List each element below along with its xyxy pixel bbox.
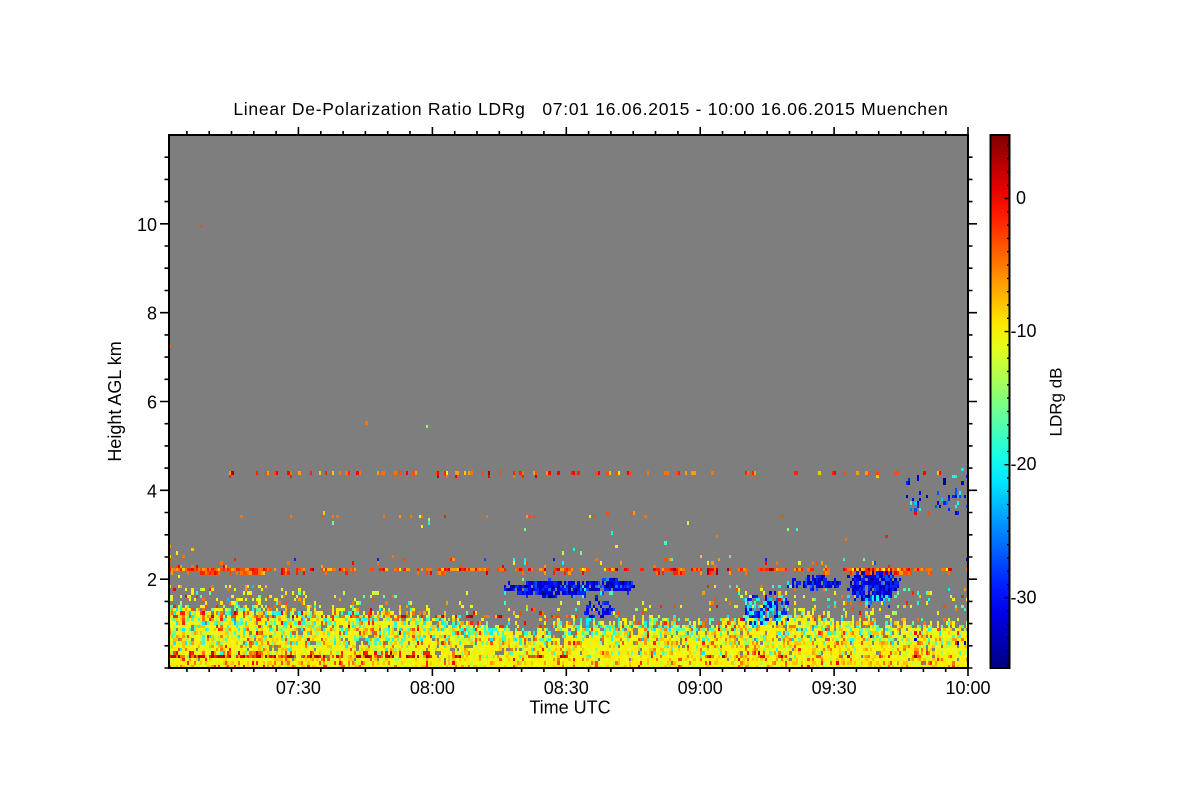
svg-text:2: 2 [147, 570, 157, 590]
svg-text:09:00: 09:00 [678, 678, 723, 698]
svg-text:10: 10 [137, 215, 157, 235]
svg-text:Height AGL km: Height AGL km [105, 341, 125, 461]
svg-text:6: 6 [147, 393, 157, 413]
svg-text:4: 4 [147, 481, 157, 501]
svg-text:-10: -10 [1011, 321, 1037, 341]
svg-text:10:00: 10:00 [945, 678, 990, 698]
svg-text:08:30: 08:30 [544, 678, 589, 698]
svg-text:09:30: 09:30 [812, 678, 857, 698]
svg-text:-30: -30 [1011, 587, 1037, 607]
svg-text:-20: -20 [1011, 454, 1037, 474]
svg-text:LDRg dB: LDRg dB [1047, 368, 1066, 437]
svg-text:0: 0 [1016, 188, 1026, 208]
svg-text:8: 8 [147, 304, 157, 324]
svg-text:Time UTC: Time UTC [529, 698, 610, 718]
svg-text:Linear De-Polarization Ratio L: Linear De-Polarization Ratio LDRg 07:01 … [233, 99, 948, 119]
svg-text:08:00: 08:00 [410, 678, 455, 698]
svg-text:07:30: 07:30 [276, 678, 321, 698]
